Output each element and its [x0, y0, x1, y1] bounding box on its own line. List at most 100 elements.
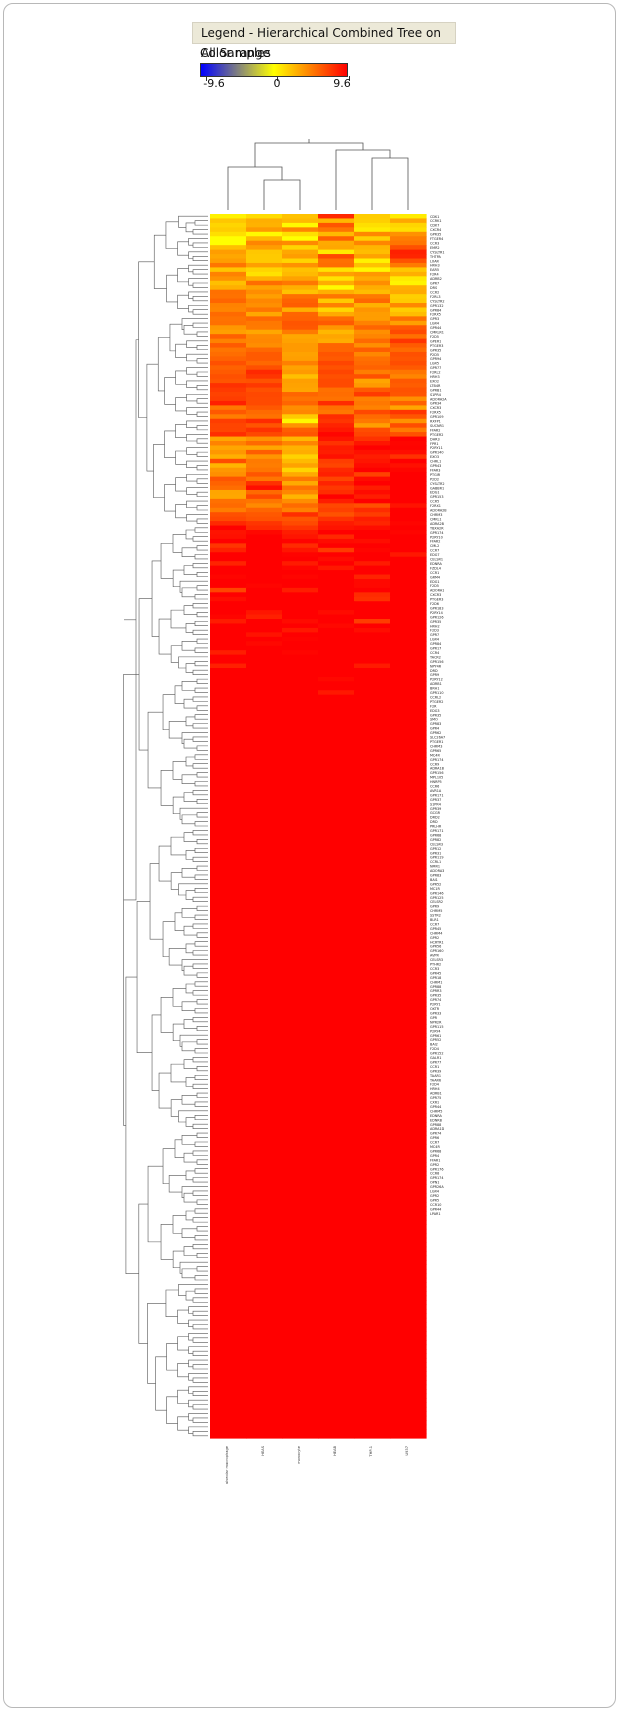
heatmap-cell [282, 765, 319, 771]
row-dendrogram-link [188, 238, 208, 246]
heatmap-cell [354, 1264, 391, 1270]
heatmap-cell [282, 1389, 319, 1395]
heatmap-cell [246, 823, 283, 829]
heatmap-cell [390, 414, 427, 420]
heatmap-cell [210, 975, 247, 981]
heatmap-cell [390, 903, 427, 909]
row-label: GPR110 [430, 691, 444, 695]
heatmap-cell [282, 441, 319, 447]
heatmap-cell [390, 1277, 427, 1283]
heatmap-cell [318, 1317, 355, 1323]
heatmap-cell [282, 249, 319, 255]
heatmap-cell [390, 1184, 427, 1190]
heatmap-cell [282, 1411, 319, 1417]
heatmap-cell [282, 681, 319, 687]
heatmap-cell [354, 1184, 391, 1190]
heatmap-cell [354, 832, 391, 838]
heatmap-cell [390, 231, 427, 237]
heatmap-cell [210, 432, 247, 438]
heatmap-cell [354, 783, 391, 789]
heatmap-cell [210, 489, 247, 496]
heatmap-cell [318, 734, 355, 740]
heatmap-cell [354, 1242, 391, 1248]
heatmap-cell [354, 1411, 391, 1417]
heatmap-cell [282, 979, 319, 985]
heatmap-cell [246, 396, 283, 402]
row-dendrogram-link [196, 1066, 208, 1072]
heatmap-cell [354, 926, 391, 932]
heatmap-cell [246, 730, 283, 736]
heatmap-cell [246, 797, 283, 803]
heatmap-cell [390, 343, 427, 349]
heatmap-cell [246, 1010, 283, 1016]
row-label: GPR12 [430, 847, 441, 851]
heatmap-cell [282, 231, 319, 237]
row-label: GPR183 [430, 606, 444, 610]
heatmap-cell [318, 1348, 355, 1355]
heatmap-cell [354, 570, 391, 576]
heatmap-cell [354, 1389, 391, 1395]
heatmap-cell [354, 917, 391, 923]
heatmap-cell [210, 298, 247, 304]
heatmap-cell [390, 819, 427, 825]
heatmap-cell [210, 912, 247, 918]
heatmap-cell [390, 984, 427, 990]
row-dendrogram-link [192, 1324, 208, 1330]
heatmap-cell [354, 1402, 391, 1408]
heatmap-cell [318, 547, 355, 553]
heatmap-cell [282, 672, 319, 678]
row-dendrogram-link [194, 914, 208, 920]
heatmap-cell [246, 467, 283, 473]
row-label: F2D6 [430, 602, 439, 606]
heatmap-cell [210, 1366, 247, 1372]
row-label: ADORA3 [430, 869, 444, 873]
heatmap-cell [318, 765, 355, 771]
heatmap-cell [354, 654, 391, 660]
row-dendrogram-link [188, 1319, 208, 1328]
heatmap-cell [318, 632, 355, 638]
heatmap-cell [282, 1291, 319, 1297]
heatmap-cell [354, 1326, 391, 1332]
heatmap-cell [390, 449, 427, 455]
heatmap-cell [246, 1402, 283, 1408]
row-dendrogram-link [192, 1404, 208, 1410]
row-dendrogram-link [175, 343, 187, 358]
heatmap-cell [390, 605, 427, 611]
heatmap-cell [282, 1077, 319, 1083]
heatmap-cell [390, 1411, 427, 1417]
heatmap-cell [282, 512, 319, 518]
heatmap-cell [354, 1028, 391, 1034]
heatmap-cell [390, 837, 427, 843]
heatmap-cell [354, 881, 391, 887]
heatmap-cell [390, 1170, 427, 1176]
heatmap-cell [210, 538, 247, 544]
heatmap-cell [318, 1242, 355, 1248]
heatmap-cell [318, 1117, 355, 1123]
heatmap-cell [282, 1144, 319, 1150]
row-dendrogram-link [183, 698, 197, 709]
heatmap-cell [390, 463, 427, 469]
heatmap-cell [210, 1335, 247, 1341]
heatmap-cell [354, 641, 391, 647]
heatmap-cell [246, 1291, 283, 1297]
heatmap-cell [390, 1148, 427, 1154]
heatmap-cell [318, 1326, 355, 1332]
heatmap-cell [246, 854, 283, 860]
heatmap-cell [282, 387, 319, 393]
heatmap-cell [354, 578, 391, 585]
heatmap-cell [318, 418, 355, 424]
heatmap-cell [354, 1304, 391, 1310]
heatmap-cell [354, 619, 391, 625]
heatmap-cell [318, 694, 355, 700]
heatmap-cell [246, 1308, 283, 1314]
heatmap-cell [210, 574, 247, 580]
heatmap-cell [354, 276, 391, 282]
heatmap-cell [318, 1032, 355, 1039]
heatmap-cell [210, 774, 247, 780]
heatmap-cell [210, 997, 247, 1003]
heatmap-cell [282, 565, 319, 571]
heatmap-cell [318, 427, 355, 433]
row-dendrogram-link [175, 450, 187, 465]
heatmap-cell [282, 1028, 319, 1034]
heatmap-cell [246, 445, 283, 451]
